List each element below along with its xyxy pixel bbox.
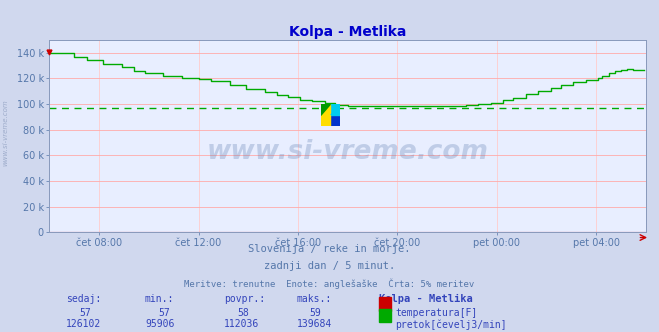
Text: Slovenija / reke in morje.: Slovenija / reke in morje. xyxy=(248,244,411,254)
Text: 112036: 112036 xyxy=(224,319,259,329)
Text: 95906: 95906 xyxy=(145,319,175,329)
Text: povpr.:: povpr.: xyxy=(224,294,265,304)
Text: 139684: 139684 xyxy=(297,319,331,329)
Text: 59: 59 xyxy=(310,308,322,318)
Text: 57: 57 xyxy=(79,308,91,318)
Text: zadnji dan / 5 minut.: zadnji dan / 5 minut. xyxy=(264,261,395,271)
Text: www.si-vreme.com: www.si-vreme.com xyxy=(2,99,9,166)
Text: temperatura[F]: temperatura[F] xyxy=(395,308,478,318)
Text: www.si-vreme.com: www.si-vreme.com xyxy=(207,138,488,165)
Text: 58: 58 xyxy=(237,308,249,318)
Text: min.:: min.: xyxy=(145,294,175,304)
Text: 57: 57 xyxy=(158,308,170,318)
Text: sedaj:: sedaj: xyxy=(66,294,101,304)
Text: maks.:: maks.: xyxy=(297,294,331,304)
Text: Kolpa - Metlika: Kolpa - Metlika xyxy=(379,294,473,304)
Text: 126102: 126102 xyxy=(66,319,101,329)
Text: Meritve: trenutne  Enote: anglešaške  Črta: 5% meritev: Meritve: trenutne Enote: anglešaške Črta… xyxy=(185,279,474,289)
Title: Kolpa - Metlika: Kolpa - Metlika xyxy=(289,25,407,39)
Text: pretok[čevelj3/min]: pretok[čevelj3/min] xyxy=(395,319,507,330)
